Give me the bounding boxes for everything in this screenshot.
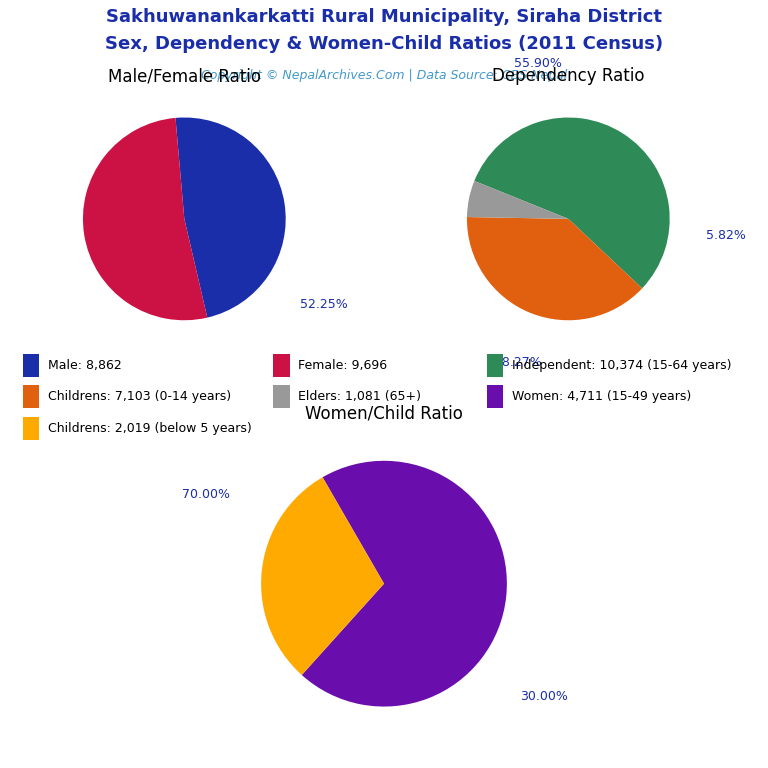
Bar [487, 385, 504, 408]
Bar [23, 417, 39, 440]
Wedge shape [83, 118, 207, 320]
Wedge shape [175, 118, 286, 318]
Wedge shape [261, 477, 384, 675]
Text: Male: 8,862: Male: 8,862 [48, 359, 121, 372]
Text: Female: 9,696: Female: 9,696 [299, 359, 388, 372]
Bar [273, 385, 290, 408]
Text: 55.90%: 55.90% [514, 57, 562, 70]
Text: 30.00%: 30.00% [520, 690, 568, 703]
Text: Elders: 1,081 (65+): Elders: 1,081 (65+) [299, 390, 422, 402]
Bar [23, 354, 39, 377]
Text: Women: 4,711 (15-49 years): Women: 4,711 (15-49 years) [512, 390, 691, 402]
Title: Male/Female Ratio: Male/Female Ratio [108, 67, 261, 85]
Text: Sakhuwanankarkatti Rural Municipality, Siraha District: Sakhuwanankarkatti Rural Municipality, S… [106, 8, 662, 25]
Wedge shape [475, 118, 670, 288]
Title: Dependency Ratio: Dependency Ratio [492, 67, 644, 85]
Bar [487, 354, 504, 377]
Title: Women/Child Ratio: Women/Child Ratio [305, 405, 463, 423]
Text: Childrens: 7,103 (0-14 years): Childrens: 7,103 (0-14 years) [48, 390, 231, 402]
Wedge shape [302, 461, 507, 707]
Text: 38.27%: 38.27% [494, 356, 541, 369]
Text: Copyright © NepalArchives.Com | Data Source: CBS Nepal: Copyright © NepalArchives.Com | Data Sou… [201, 69, 567, 82]
Text: Sex, Dependency & Women-Child Ratios (2011 Census): Sex, Dependency & Women-Child Ratios (20… [105, 35, 663, 53]
Text: 5.82%: 5.82% [706, 229, 746, 242]
Text: 52.25%: 52.25% [300, 297, 348, 310]
Text: Childrens: 2,019 (below 5 years): Childrens: 2,019 (below 5 years) [48, 422, 252, 435]
Bar [23, 385, 39, 408]
Wedge shape [467, 217, 642, 320]
Text: 70.00%: 70.00% [182, 488, 230, 501]
Text: Independent: 10,374 (15-64 years): Independent: 10,374 (15-64 years) [512, 359, 732, 372]
Wedge shape [467, 181, 568, 219]
Bar [273, 354, 290, 377]
